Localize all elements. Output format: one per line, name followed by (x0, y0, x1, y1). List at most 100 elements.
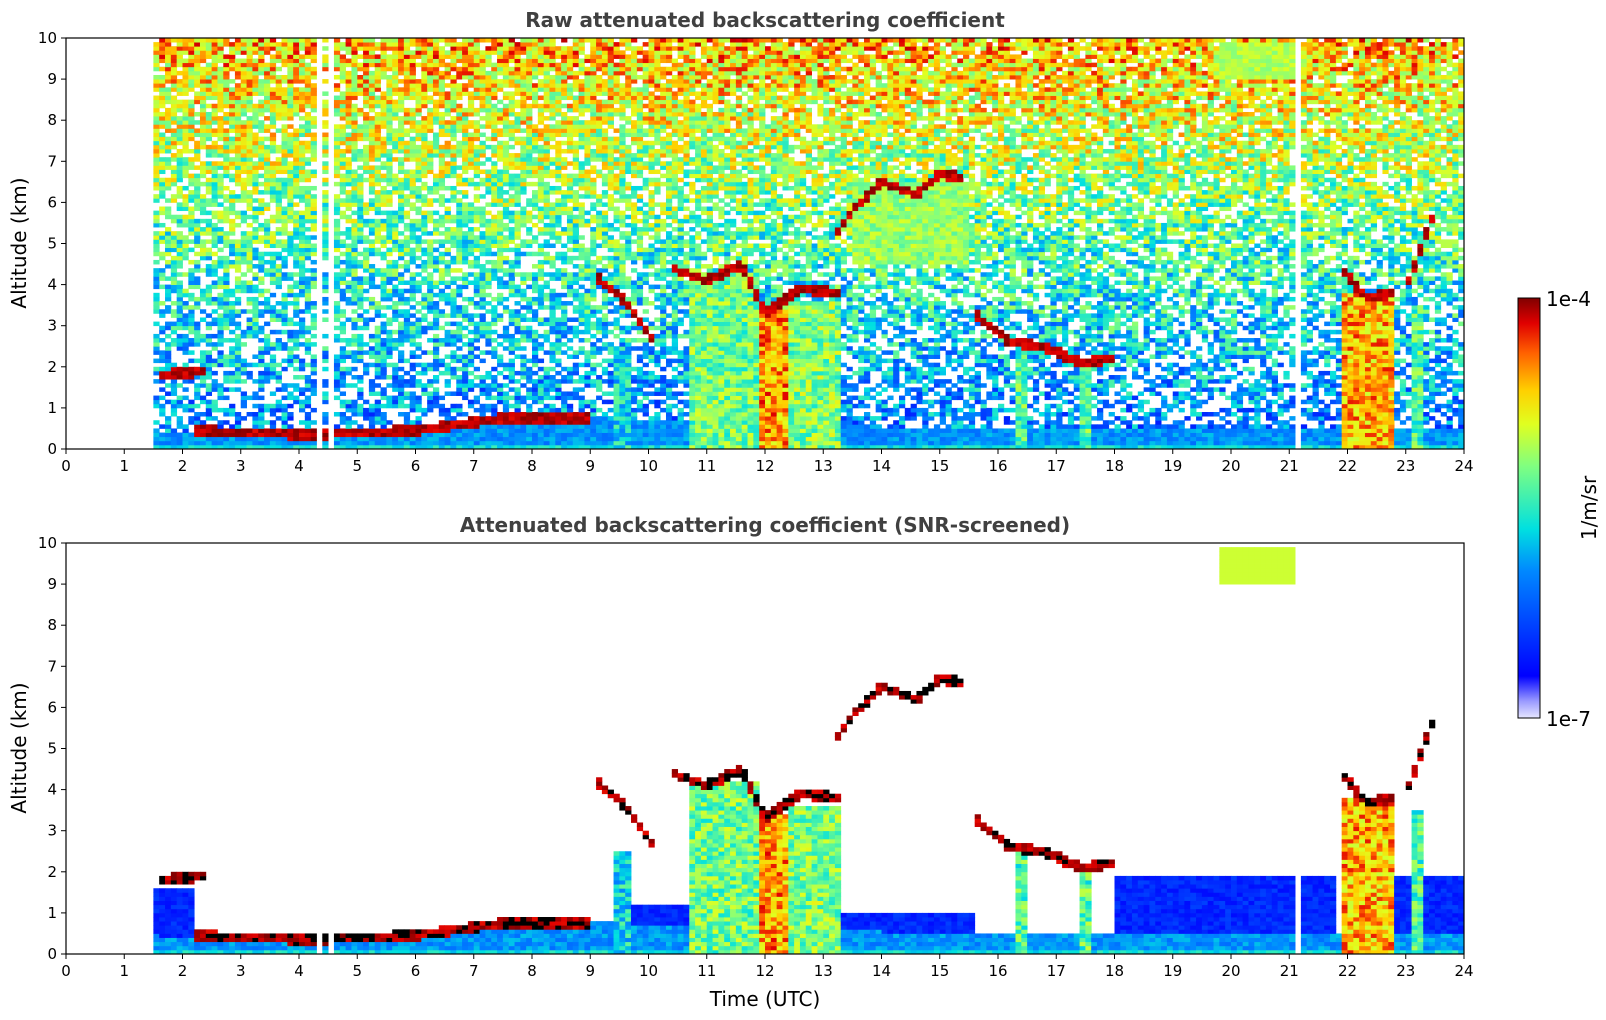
heatmap-cell (427, 202, 434, 207)
heatmap-cell (275, 157, 282, 162)
heatmap-cell (421, 350, 428, 355)
heatmap-cell (165, 296, 172, 302)
heatmap-cell (386, 329, 393, 335)
heatmap-cell (264, 66, 271, 72)
heatmap-cell (479, 70, 486, 76)
heatmap-cell (432, 87, 440, 92)
heatmap-cell (246, 128, 253, 133)
heatmap-cell (275, 301, 282, 306)
heatmap-cell (502, 116, 510, 121)
heatmap-cell (514, 185, 521, 191)
heatmap-cell (229, 206, 236, 212)
heatmap-cell (339, 136, 347, 142)
heatmap-cell (246, 321, 253, 327)
heatmap-cell (374, 227, 381, 232)
heatmap-cell (217, 342, 224, 347)
heatmap-cell (403, 157, 411, 162)
heatmap-cell (485, 95, 492, 101)
heatmap-cell (392, 317, 399, 322)
heatmap-cell (462, 50, 469, 55)
heatmap-cell (246, 432, 253, 438)
heatmap-cell (205, 144, 213, 150)
heatmap-cell (543, 243, 550, 249)
heatmap-cell (223, 292, 230, 298)
heatmap-cell (304, 436, 312, 442)
heatmap-cell (421, 264, 428, 269)
heatmap-cell (287, 436, 294, 442)
heatmap-cell (234, 432, 242, 438)
heatmap-cell (543, 128, 550, 133)
heatmap-cell (473, 321, 480, 327)
heatmap-cell (409, 202, 416, 207)
heatmap-cell (351, 317, 358, 322)
heatmap-cell (269, 375, 277, 380)
heatmap-cell (380, 354, 387, 359)
heatmap-cell (287, 424, 294, 429)
heatmap-cell (234, 95, 242, 101)
heatmap-cell (299, 325, 306, 331)
heatmap-cell (281, 428, 288, 433)
heatmap-cell (537, 194, 545, 199)
heatmap-cell (182, 272, 189, 277)
heatmap-cell (165, 206, 172, 212)
heatmap-cell (217, 354, 224, 359)
heatmap-cell (409, 218, 416, 224)
heatmap-cell (223, 362, 230, 368)
heatmap-cell (497, 99, 504, 105)
heatmap-cell (281, 169, 288, 175)
heatmap-cell (234, 428, 242, 433)
heatmap-cell (479, 74, 486, 80)
heatmap-cell (351, 62, 358, 68)
heatmap-cell (333, 165, 341, 170)
heatmap-cell (479, 383, 486, 388)
heatmap-cell (421, 251, 428, 257)
heatmap-cell (246, 375, 253, 380)
heatmap-cell (252, 42, 259, 47)
heatmap-cell (363, 218, 370, 224)
heatmap-cell (333, 50, 341, 55)
heatmap-cell (537, 268, 545, 273)
heatmap-cell (333, 366, 341, 372)
heatmap-cell (333, 231, 341, 236)
heatmap-cell (537, 218, 545, 224)
heatmap-cell (159, 284, 166, 290)
heatmap-cell (456, 284, 463, 290)
heatmap-cell (532, 317, 539, 322)
heatmap-cell (310, 194, 317, 199)
heatmap-cell (182, 144, 189, 150)
heatmap-cell (188, 309, 195, 314)
heatmap-cell (543, 284, 550, 290)
heatmap-cell (264, 87, 271, 92)
heatmap-cell (374, 116, 381, 121)
heatmap-cell (526, 231, 533, 236)
heatmap-cell (159, 181, 166, 187)
heatmap-cell (234, 177, 242, 183)
heatmap-cell (444, 440, 451, 446)
heatmap-cell (532, 66, 539, 72)
heatmap-cell (176, 375, 183, 380)
heatmap-cell (374, 42, 381, 47)
heatmap-cell (485, 120, 492, 125)
heatmap-cell (211, 440, 218, 446)
heatmap-cell (293, 354, 300, 359)
heatmap-cell (444, 412, 451, 417)
heatmap-cell (333, 194, 341, 199)
heatmap-cell (159, 338, 166, 343)
heatmap-cell (339, 181, 347, 187)
heatmap-cell (188, 444, 195, 449)
heatmap-cell (159, 325, 166, 331)
heatmap-cell (532, 276, 539, 281)
heatmap-cell (532, 350, 539, 355)
heatmap-cell (293, 79, 300, 84)
heatmap-cell (275, 329, 282, 335)
heatmap-cell (450, 148, 457, 154)
heatmap-cell (543, 214, 550, 220)
heatmap-cell (223, 288, 230, 294)
heatmap-cell (514, 259, 521, 265)
heatmap-cell (386, 268, 393, 273)
heatmap-cell (421, 79, 428, 84)
heatmap-cell (281, 305, 288, 310)
heatmap-cell (165, 432, 172, 438)
heatmap-cell (199, 399, 207, 405)
heatmap-cell (485, 74, 492, 80)
